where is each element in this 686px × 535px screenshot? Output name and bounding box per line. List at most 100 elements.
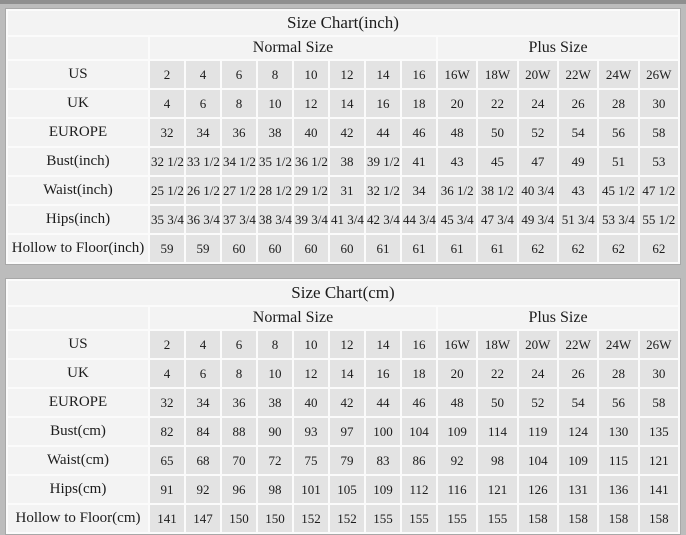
size-value-cell: 42 [330,119,364,146]
corner-cell [8,37,148,59]
size-value-cell: 75 [294,447,328,474]
size-value-cell: 60 [222,235,256,262]
size-value-cell: 4 [150,360,184,387]
size-value-cell: 12 [330,331,364,358]
size-value-cell: 79 [330,447,364,474]
size-value-cell: 32 1/2 [150,148,184,175]
size-value-cell: 18W [478,61,517,88]
size-value-cell: 34 [402,177,436,204]
size-value-cell: 53 3/4 [599,206,638,233]
normal-size-header: Normal Size [150,307,436,329]
table-row: Hips(inch) 35 3/4 36 3/4 37 3/4 38 3/4 39 3/4… [8,206,678,233]
size-value-cell: 14 [366,61,400,88]
size-value-cell: 104 [402,418,436,445]
size-value-cell: 6 [186,90,220,117]
size-value-cell: 20W [518,331,557,358]
corner-cell [8,307,148,329]
size-value-cell: 135 [639,418,678,445]
table-row: UK 4 6 8 10 12 14 16 18 20 22 24 26 28 30 [8,90,678,117]
size-value-cell: 56 [599,389,638,416]
size-value-cell: 30 [639,360,678,387]
size-value-cell: 56 [599,119,638,146]
row-label: EUROPE [8,119,148,146]
size-value-cell: 41 [402,148,436,175]
size-value-cell: 86 [402,447,436,474]
size-value-cell: 61 [366,235,400,262]
size-value-cell: 27 1/2 [222,177,256,204]
size-value-cell: 65 [150,447,184,474]
size-value-cell: 155 [478,505,517,532]
size-value-cell: 6 [222,61,256,88]
size-value-cell: 62 [639,235,678,262]
size-value-cell: 50 [478,119,517,146]
size-value-cell: 105 [330,476,364,503]
size-value-cell: 70 [222,447,256,474]
size-value-cell: 60 [258,235,292,262]
size-value-cell: 92 [186,476,220,503]
size-value-cell: 96 [222,476,256,503]
size-value-cell: 28 [599,360,638,387]
size-value-cell: 121 [639,447,678,474]
size-value-cell: 41 3/4 [330,206,364,233]
size-value-cell: 62 [558,235,598,262]
row-label: Waist(inch) [8,177,148,204]
size-value-cell: 109 [438,418,477,445]
size-value-cell: 8 [258,331,292,358]
size-value-cell: 22 [478,360,517,387]
size-value-cell: 61 [478,235,517,262]
size-value-cell: 36 [222,119,256,146]
size-value-cell: 14 [330,360,364,387]
size-value-cell: 16W [438,331,477,358]
size-value-cell: 48 [438,389,477,416]
size-value-cell: 109 [558,447,598,474]
size-value-cell: 4 [186,331,220,358]
size-value-cell: 98 [478,447,517,474]
size-value-cell: 38 [258,119,292,146]
size-value-cell: 24 [518,360,557,387]
size-value-cell: 26 [558,90,598,117]
size-value-cell: 39 1/2 [366,148,400,175]
size-value-cell: 46 [402,389,436,416]
size-value-cell: 131 [558,476,598,503]
table-row: Waist(cm) 65 68 70 72 75 79 83 86 92 98 104 109 115 12… [8,447,678,474]
size-value-cell: 101 [294,476,328,503]
size-value-cell: 104 [518,447,557,474]
size-value-cell: 136 [599,476,638,503]
size-value-cell: 12 [330,61,364,88]
size-value-cell: 58 [639,389,678,416]
table-row: Bust(cm) 82 84 88 90 93 97 100 104 109 114 119 124 13… [8,418,678,445]
row-label: US [8,331,148,358]
size-value-cell: 2 [150,331,184,358]
size-value-cell: 53 [639,148,678,175]
row-label: Waist(cm) [8,447,148,474]
size-value-cell: 12 [294,90,328,117]
size-value-cell: 30 [639,90,678,117]
size-value-cell: 54 [558,389,598,416]
size-value-cell: 28 1/2 [258,177,292,204]
size-value-cell: 116 [438,476,477,503]
size-value-cell: 8 [222,90,256,117]
row-label: Hollow to Floor(inch) [8,235,148,262]
size-value-cell: 147 [186,505,220,532]
size-value-cell: 44 [366,389,400,416]
size-value-cell: 84 [186,418,220,445]
size-value-cell: 45 [478,148,517,175]
size-value-cell: 83 [366,447,400,474]
size-value-cell: 26W [639,331,678,358]
size-value-cell: 10 [294,61,328,88]
size-value-cell: 16 [366,360,400,387]
size-value-cell: 32 1/2 [366,177,400,204]
size-value-cell: 6 [222,331,256,358]
plus-size-header: Plus Size [438,37,678,59]
size-value-cell: 112 [402,476,436,503]
size-value-cell: 59 [186,235,220,262]
size-value-cell: 130 [599,418,638,445]
size-value-cell: 34 [186,389,220,416]
size-value-cell: 22 [478,90,517,117]
size-value-cell: 40 3/4 [518,177,557,204]
table-row: UK 4 6 8 10 12 14 16 18 20 22 24 26 28 30 [8,360,678,387]
size-value-cell: 158 [599,505,638,532]
size-value-cell: 109 [366,476,400,503]
size-value-cell: 49 [558,148,598,175]
size-value-cell: 54 [558,119,598,146]
